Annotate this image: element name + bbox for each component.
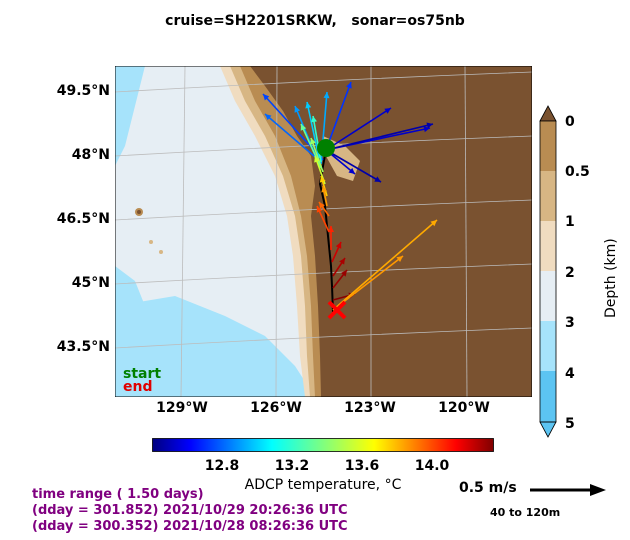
depth-tick-0.5: 0.5 [565,164,590,180]
current-vector [306,101,320,159]
current-vector-head [311,116,317,123]
current-vector-head [384,108,391,114]
current-vector-head [263,94,270,101]
end-marker [327,300,347,320]
current-vector [325,107,392,151]
lon-label-120: 120°W [438,400,490,416]
current-vector-head [335,242,342,249]
current-vector-head [396,256,403,263]
current-vector [310,137,324,173]
current-vector [264,113,322,163]
current-vector-head [294,106,301,113]
temp-tick-13.6: 13.6 [344,458,380,474]
scale-arrow-icon [530,484,606,496]
current-vector-head [339,258,345,265]
current-vector [332,255,404,311]
current-vector [325,81,352,151]
temperature-colorbar [152,438,494,452]
temp-tick-13.2: 13.2 [274,458,310,474]
temperature-colorbar-label: ADCP temperature, °C [244,477,402,493]
lon-label-126: 126°W [250,400,302,416]
lat-label-43.5: 43.5°N [56,339,110,355]
current-vector-head [319,202,325,209]
depth-range-label: 40 to 120m [490,506,561,519]
depth-tick-4: 4 [565,366,575,382]
lat-label-45: 45°N [71,275,110,291]
current-vector-head [314,156,320,163]
current-vector [325,123,434,151]
current-vector-head [340,270,347,277]
depth-colorbar-label: Depth (km) [603,238,619,318]
current-vector-head [305,102,312,109]
depth-tick-2: 2 [565,265,575,281]
start-marker [317,139,335,157]
end-time-text: (dday = 301.852) 2021/10/29 20:26:36 UTC [32,503,348,518]
current-vector-head [346,82,352,89]
current-vector-head [348,167,355,174]
scale-label: 0.5 m/s [459,480,517,496]
start-time-text: (dday = 300.352) 2021/10/28 08:26:36 UTC [32,519,348,534]
end-label: end [123,379,153,395]
lat-label-46.5: 46.5°N [56,211,110,227]
current-vector-head [426,122,433,129]
temp-tick-12.8: 12.8 [204,458,240,474]
depth-tick-0: 0 [565,114,575,130]
depth-tick-5: 5 [565,416,575,432]
deep-water-south [115,296,315,397]
current-vector-head [328,226,334,232]
plot-title: cruise=SH2201SRKW, sonar=os75nb [165,13,465,29]
current-vector-head [300,124,307,131]
current-vector-head [310,138,316,145]
lat-label-48: 48°N [71,147,110,163]
start-label: start [123,366,162,382]
current-vector-head [265,114,272,121]
current-vector [332,219,438,311]
current-vectors [262,81,438,311]
depth-colorbar [539,105,557,438]
lon-label-129: 129°W [156,400,208,416]
current-vector-head [323,92,330,99]
current-vector-head [321,186,328,193]
current-vector [325,149,382,183]
depth-tick-1: 1 [565,214,575,230]
current-vector-head [316,206,323,213]
current-vector-head [319,176,326,183]
map-panel [115,66,532,397]
temp-tick-14.0: 14.0 [414,458,450,474]
current-vector-head [374,176,381,182]
lat-label-49.5: 49.5°N [56,83,110,99]
lon-label-123: 123°W [344,400,396,416]
depth-tick-3: 3 [565,315,575,331]
current-vector-head [430,220,437,227]
time-range-text: time range ( 1.50 days) [32,487,204,502]
